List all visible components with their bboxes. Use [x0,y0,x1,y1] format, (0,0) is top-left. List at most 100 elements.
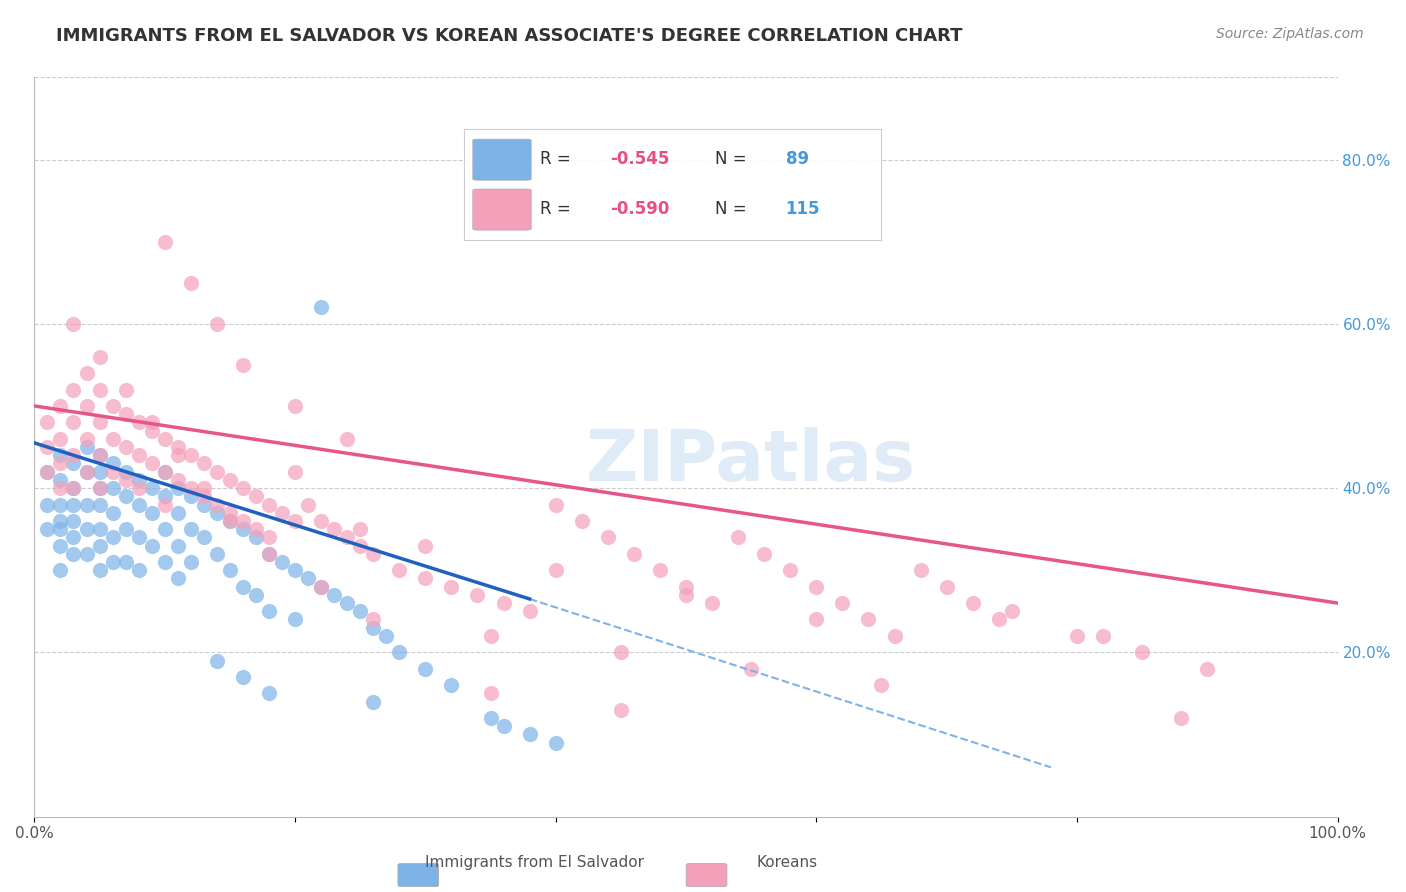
Point [166,506,188,520]
Point [388,563,411,577]
Point [361,621,384,635]
Point [89,481,111,495]
Point [89,416,111,430]
Point [232,514,254,528]
Point [89,465,111,479]
Point [675,580,697,594]
Point [596,530,619,544]
Point [1170,711,1192,725]
Point [218,514,240,528]
Point [37,440,59,454]
Point [49,539,72,553]
Point [49,498,72,512]
Point [76,465,98,479]
Point [101,555,124,569]
Point [153,489,176,503]
Point [205,498,228,512]
Point [153,498,176,512]
Point [519,727,541,741]
Point [297,498,319,512]
Point [349,604,371,618]
Point [89,448,111,462]
Text: Immigrants from El Salvador: Immigrants from El Salvador [425,855,644,870]
Point [153,522,176,536]
Point [883,629,905,643]
Point [153,465,176,479]
Point [987,612,1010,626]
Point [89,383,111,397]
Point [89,522,111,536]
Point [89,448,111,462]
Point [193,530,215,544]
Point [62,530,84,544]
Point [232,481,254,495]
Point [257,547,280,561]
Point [153,235,176,249]
Point [114,383,136,397]
Point [218,473,240,487]
Point [870,678,893,692]
Point [754,547,776,561]
Point [467,588,489,602]
Point [49,399,72,413]
Point [62,383,84,397]
Point [114,407,136,421]
Point [1092,629,1115,643]
Point [675,588,697,602]
Point [49,522,72,536]
Point [806,580,828,594]
Point [128,416,150,430]
Point [544,498,567,512]
Point [141,457,163,471]
Point [89,498,111,512]
Point [336,432,359,446]
Point [544,736,567,750]
Point [76,366,98,380]
Point [76,440,98,454]
Point [180,481,202,495]
Point [1066,629,1088,643]
Point [361,695,384,709]
Point [62,514,84,528]
Point [62,498,84,512]
Point [336,530,359,544]
Point [205,465,228,479]
Point [284,514,307,528]
Point [141,424,163,438]
Point [37,465,59,479]
Point [284,563,307,577]
Point [62,547,84,561]
Text: ZIPatlas: ZIPatlas [586,427,917,496]
Point [37,465,59,479]
Point [415,539,437,553]
Point [141,481,163,495]
Point [76,465,98,479]
Point [193,457,215,471]
Point [62,416,84,430]
Point [101,506,124,520]
Point [37,416,59,430]
Point [519,604,541,618]
Point [740,662,762,676]
Point [1130,645,1153,659]
Point [610,703,633,717]
Point [49,457,72,471]
Text: IMMIGRANTS FROM EL SALVADOR VS KOREAN ASSOCIATE'S DEGREE CORRELATION CHART: IMMIGRANTS FROM EL SALVADOR VS KOREAN AS… [56,27,963,45]
Point [128,530,150,544]
Point [101,481,124,495]
Point [180,522,202,536]
Point [101,457,124,471]
Point [153,555,176,569]
Point [218,563,240,577]
Point [76,547,98,561]
Point [180,448,202,462]
Point [479,711,502,725]
Point [89,563,111,577]
Point [492,596,515,610]
Point [89,481,111,495]
Text: Source: ZipAtlas.com: Source: ZipAtlas.com [1216,27,1364,41]
Point [257,604,280,618]
Point [193,498,215,512]
Point [76,399,98,413]
Point [218,514,240,528]
